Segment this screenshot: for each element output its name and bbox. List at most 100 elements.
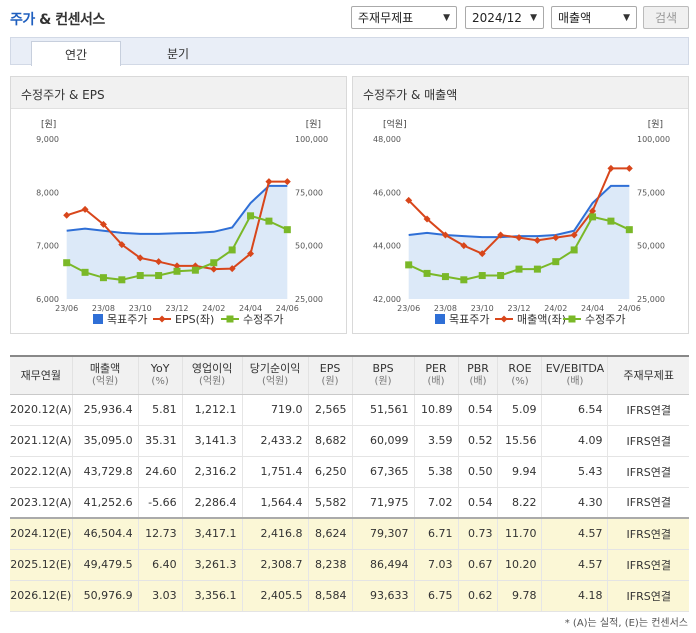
data-point <box>607 217 615 225</box>
data-point <box>155 272 163 280</box>
data-point <box>265 217 273 225</box>
table-cell: 7.02 <box>413 487 458 519</box>
data-point <box>265 178 273 186</box>
table-cell: 2026.12(E) <box>10 580 73 612</box>
y-right-tick-label: 100,000 <box>295 135 328 144</box>
search-button[interactable]: 검색 <box>643 6 689 29</box>
data-point <box>81 268 89 276</box>
chart-eps: [원] [원] 9,000 8,000 7,000 6,000 100,000 75,000 5… <box>36 119 328 326</box>
legend-label: 목표주가 <box>449 313 489 326</box>
y-right-unit: [원] <box>306 119 321 130</box>
chart-panel-sales: 수정주가 & 매출액 [억원] [원] 48,000 46,000 44,000 42,0… <box>352 76 689 334</box>
table-cell: IFRS연결 <box>607 549 689 581</box>
x-tick-label: 23/08 <box>92 304 115 313</box>
table-cell: 11.70 <box>497 517 542 550</box>
table-cell: 12.73 <box>137 517 183 550</box>
data-point <box>625 164 633 172</box>
table-cell: 1,212.1 <box>181 394 243 426</box>
target-price-line <box>66 184 288 235</box>
table-cell: 35.31 <box>137 425 183 457</box>
table-cell: 2,433.2 <box>241 425 309 457</box>
data-point <box>247 250 255 258</box>
y-left-tick-label: 6,000 <box>36 295 59 304</box>
table-cell: 9.94 <box>497 456 542 488</box>
x-tick-label: 23/12 <box>507 304 530 313</box>
data-point <box>570 231 578 239</box>
column-header: 당기순이익 (억원) <box>241 355 309 395</box>
y-right-tick-label: 50,000 <box>637 242 665 251</box>
data-point <box>625 226 633 234</box>
column-header: 매출액 (억원) <box>71 355 139 395</box>
column-header: 재무연월 <box>10 355 73 395</box>
table-cell: 3.03 <box>137 580 183 612</box>
table-cell: 50,976.9 <box>71 580 139 612</box>
y-right-tick-label: 25,000 <box>295 295 323 304</box>
period-tabs: 연간 분기 <box>10 37 689 66</box>
x-tick-label: 24/02 <box>544 304 567 313</box>
tab-quarterly[interactable]: 분기 <box>166 47 190 61</box>
data-point <box>136 254 144 262</box>
table-cell: 5.43 <box>541 456 608 488</box>
metric-select[interactable]: 매출액 ▼ <box>551 6 637 29</box>
data-point <box>228 265 236 273</box>
x-tick-label: 23/08 <box>434 304 457 313</box>
y-left-unit: [억원] <box>383 118 407 130</box>
y-left-tick-label: 44,000 <box>373 242 401 251</box>
table-cell: 5.09 <box>497 394 542 426</box>
table-cell: 3,261.3 <box>181 549 243 581</box>
table-cell: 5,582 <box>307 487 353 519</box>
data-point <box>497 231 505 239</box>
data-point <box>552 234 560 242</box>
table-cell: 9.78 <box>497 580 542 612</box>
table-cell: 719.0 <box>241 394 309 426</box>
table-cell: 2,565 <box>307 394 353 426</box>
column-header-unit: (원) <box>374 376 392 388</box>
x-tick-label: 23/06 <box>55 304 78 313</box>
column-header: 영업이익 (억원) <box>181 355 243 395</box>
table-cell: 1,751.4 <box>241 456 309 488</box>
table-cell: 35,095.0 <box>71 425 139 457</box>
table-cell: 60,099 <box>351 425 415 457</box>
table-cell: 4.30 <box>541 487 608 519</box>
financial-table: 재무연월 매출액 (억원) YoY (%) 영업이익 (억원) 당기순이익 (억원) EPS (원)… <box>10 355 689 612</box>
chart-title: 수정주가 & EPS <box>11 77 346 109</box>
column-header-label: PER <box>425 362 447 376</box>
table-cell: 0.50 <box>457 456 498 488</box>
table-body: 2020.12(A) 25,936.4 5.81 1,212.1 719.0 2,565 5… <box>10 394 689 612</box>
page-title-rest: & 컨센서스 <box>39 12 105 28</box>
table-cell: 3,356.1 <box>181 580 243 612</box>
chart-sales: [억원] [원] 48,000 46,000 44,000 42,000 100,000 75… <box>373 118 670 326</box>
column-header: EPS (원) <box>307 355 353 395</box>
y-right-tick-label: 50,000 <box>295 242 323 251</box>
tab-annual[interactable]: 연간 <box>31 41 121 66</box>
gaap-select-value: 주재무제표 <box>358 11 414 25</box>
y-left-tick-label: 8,000 <box>36 188 59 197</box>
y-right-tick-label: 75,000 <box>295 188 323 197</box>
legend-label: 목표주가 <box>107 313 147 326</box>
y-left-tick-label: 46,000 <box>373 188 401 197</box>
data-point <box>552 258 560 266</box>
data-point <box>283 226 291 234</box>
table-cell: 4.09 <box>541 425 608 457</box>
table-cell: IFRS연결 <box>607 456 689 488</box>
table-cell: 0.73 <box>457 517 498 550</box>
period-select[interactable]: 2024/12 ▼ <box>465 6 544 29</box>
legend-marker <box>500 315 508 323</box>
table-row: 2022.12(A) 43,729.8 24.60 2,316.2 1,751.4 6,2… <box>10 456 689 488</box>
table-row: 2023.12(A) 41,252.6 -5.66 2,286.4 1,564.4 5,5… <box>10 487 689 519</box>
legend-swatch <box>93 314 103 324</box>
column-header-unit: (배) <box>469 376 487 388</box>
table-cell: 8,584 <box>307 580 353 612</box>
column-header-unit: (%) <box>511 376 529 388</box>
table-cell: IFRS연결 <box>607 394 689 426</box>
page-title: 주가 & 컨센서스 <box>10 9 105 29</box>
data-point <box>210 259 218 267</box>
column-header: YoY (%) <box>137 355 183 395</box>
table-cell: 0.54 <box>457 394 498 426</box>
data-point <box>118 276 126 284</box>
table-cell: IFRS연결 <box>607 487 689 519</box>
chevron-down-icon: ▼ <box>443 12 450 23</box>
x-tick-label: 24/06 <box>276 304 299 313</box>
column-header-label: YoY <box>150 362 170 376</box>
gaap-select[interactable]: 주재무제표 ▼ <box>351 6 457 29</box>
